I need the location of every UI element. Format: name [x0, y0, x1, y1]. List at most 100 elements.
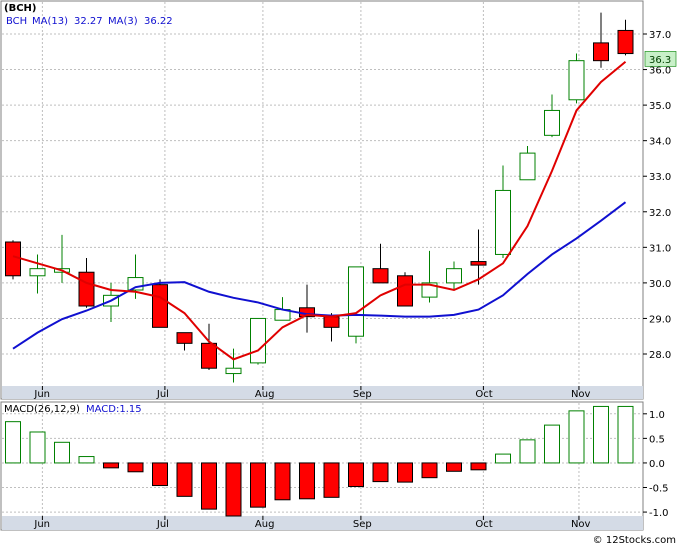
macd-x-axis-band: [2, 516, 643, 530]
price-xtick-label: Nov: [571, 389, 591, 400]
macd-bar: [470, 462, 487, 471]
price-xtick-label: Jul: [156, 389, 169, 400]
macd-bar: [421, 462, 438, 479]
macd-bar: [29, 431, 46, 464]
macd-ytick-label: -0.5: [649, 484, 669, 495]
candle-body: [397, 275, 413, 307]
legend-ma3-value: 36.22: [144, 16, 173, 27]
macd-bar: [323, 462, 340, 498]
macd-bars: [5, 405, 634, 517]
candle-body: [78, 271, 95, 307]
macd-bar: [78, 456, 95, 464]
macd-xtick-label: Jul: [156, 519, 169, 530]
macd-xtick-label: Oct: [475, 519, 492, 530]
candle-body: [470, 261, 487, 266]
candle: [593, 12, 609, 68]
macd-y-axis-labels: 1.0 0.5 0.0 -0.5 -1.0: [643, 410, 669, 519]
price-ytick-label: 35.0: [649, 101, 671, 112]
macd-panel: [0, 401, 644, 531]
macd-bar: [299, 462, 315, 500]
macd-bar: [544, 424, 560, 464]
legend-ma13-label: MA(13): [32, 16, 68, 27]
legend-ma3-label: MA(3): [108, 16, 138, 27]
price-ytick-label: 29.0: [649, 314, 671, 325]
price-ytick-label: 37.0: [649, 30, 671, 41]
macd-x-axis-labels: Jun Jul Aug Sep Oct Nov: [33, 516, 591, 530]
macd-bar: [593, 405, 609, 464]
candle: [225, 348, 242, 383]
macd-bar: [519, 439, 536, 464]
candle: [372, 243, 389, 284]
candle-body: [617, 29, 634, 55]
macd-bar: [348, 462, 364, 488]
price-x-axis-labels: Jun Jul Aug Sep Oct Nov: [33, 386, 591, 400]
macd-xtick-label: Jun: [33, 519, 50, 530]
last-price-badge: 36.3: [644, 51, 677, 67]
candles: [5, 12, 634, 383]
macd-bar: [103, 462, 119, 469]
candle-body: [568, 60, 585, 101]
candle-body: [152, 284, 168, 328]
macd-xtick-label: Sep: [353, 519, 372, 530]
candle: [348, 266, 364, 344]
price-xtick-label: Oct: [475, 389, 492, 400]
price-x-axis-band: [2, 386, 643, 399]
price-ytick-label: 33.0: [649, 172, 671, 183]
price-xtick-label: Aug: [255, 389, 275, 400]
macd-ytick-label: 1.0: [649, 410, 665, 421]
candle-body: [29, 268, 46, 277]
last-price-label: 36.3: [649, 55, 671, 66]
legend-symbol: BCH: [6, 16, 27, 27]
price-panel: [0, 0, 644, 400]
price-ytick-label: 31.0: [649, 243, 671, 254]
price-ytick-label: 34.0: [649, 137, 671, 148]
candle: [544, 94, 560, 138]
copyright: © 12Stocks.com: [592, 535, 676, 546]
price-ytick-label: 36.0: [649, 66, 671, 77]
macd-bar: [397, 462, 413, 483]
candle: [250, 317, 266, 365]
candle: [201, 323, 217, 370]
candle: [495, 165, 511, 258]
candle: [470, 229, 487, 285]
candle-body: [446, 268, 462, 284]
candle: [152, 279, 168, 328]
macd-xtick-label: Aug: [255, 519, 275, 530]
candle: [617, 19, 634, 56]
price-ytick-label: 32.0: [649, 208, 671, 219]
candle-body: [5, 241, 21, 277]
macd-bar: [54, 441, 70, 464]
candle: [29, 254, 46, 294]
macd-ytick-label: 0.5: [649, 434, 665, 445]
macd-bar: [250, 462, 266, 508]
macd-bar: [568, 410, 585, 464]
candle: [176, 332, 193, 351]
macd-bar: [372, 462, 389, 483]
candle-body: [519, 152, 536, 181]
price-y-axis-labels: 28.0 29.0 30.0 31.0 32.0 33.0 34.0 35.0 36.0 37.0: [643, 30, 671, 361]
candle-body: [250, 317, 266, 364]
macd-bar: [617, 405, 634, 464]
price-ytick-label: 28.0: [649, 350, 671, 361]
macd-bar: [274, 462, 291, 501]
price-xtick-label: Sep: [353, 389, 372, 400]
ma3-line: [12, 60, 627, 361]
candle-body: [176, 332, 193, 344]
macd-bar: [495, 453, 511, 464]
candle-body: [544, 109, 560, 136]
macd-bar: [5, 421, 21, 464]
macd-ytick-label: 0.0: [649, 459, 665, 470]
legend-ma13-value: 32.27: [74, 16, 103, 27]
candle: [519, 146, 536, 181]
macd-bar: [152, 462, 168, 487]
candle-body: [323, 316, 340, 328]
macd-ytick-label: -1.0: [649, 508, 669, 519]
macd-bar: [127, 462, 144, 473]
candle-body: [348, 266, 364, 337]
candle: [5, 240, 21, 280]
candle-body: [372, 268, 389, 284]
macd-bar: [176, 462, 193, 497]
chart-title: (BCH): [4, 3, 36, 14]
candle: [397, 272, 413, 307]
macd-legend-value: MACD:1.15: [86, 404, 142, 415]
